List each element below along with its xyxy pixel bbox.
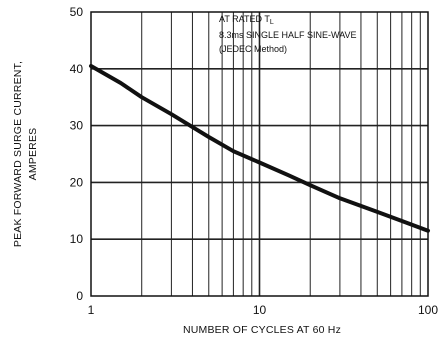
y-tick-label: 10 — [70, 232, 84, 246]
grid — [91, 12, 428, 296]
y-tick-label: 50 — [70, 5, 84, 19]
x-tick-label: 100 — [418, 303, 438, 317]
y-axis-label-line-2: AMPERES — [27, 128, 39, 181]
y-tick-labels: 0 10 20 30 40 50 — [70, 5, 84, 303]
surge-current-curve — [89, 64, 430, 233]
y-tick-label: 20 — [70, 175, 84, 189]
y-tick-label: 30 — [70, 119, 84, 133]
annotation-line-3: (JEDEC Method) — [219, 44, 287, 54]
x-axis-label: NUMBER OF CYCLES AT 60 Hz — [183, 324, 341, 336]
annotation-line-2: 8.3ms SINGLE HALF SINE-WAVE — [219, 30, 357, 40]
x-tick-label: 1 — [88, 303, 95, 317]
x-tick-labels: 1 10 100 — [88, 303, 439, 317]
annotation-line-1: AT RATED TL — [219, 14, 274, 26]
y-axis-label: PEAK FORWARD SURGE CURRENT, AMPERES — [12, 61, 39, 247]
plot-frame — [90, 11, 429, 297]
y-tick-label: 0 — [76, 289, 83, 303]
y-tick-label: 40 — [70, 62, 84, 76]
x-tick-label: 10 — [253, 303, 267, 317]
y-axis-label-line-1: PEAK FORWARD SURGE CURRENT, — [12, 61, 24, 247]
